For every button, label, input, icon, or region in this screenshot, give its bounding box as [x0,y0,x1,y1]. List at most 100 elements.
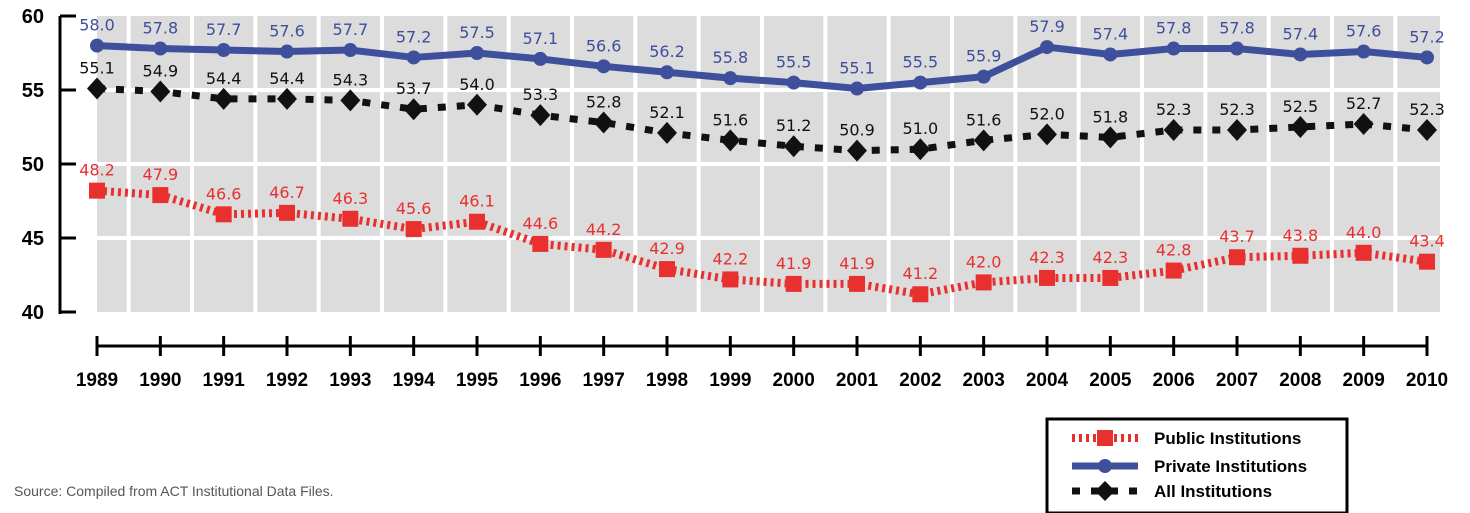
data-point [913,75,928,90]
data-point [403,98,424,121]
data-point [89,182,105,199]
data-point [720,129,741,152]
data-label: 57.9 [1029,17,1065,36]
data-label: 42.8 [1156,241,1192,260]
data-point [153,41,168,56]
y-tick-label: 45 [22,228,44,250]
data-label: 42.3 [1093,248,1129,267]
data-point [469,213,485,230]
x-tick-label: 1991 [203,370,246,391]
data-point [722,271,739,288]
data-point [1165,262,1182,279]
data-point [657,121,677,144]
data-label: 55.1 [79,59,115,78]
data-label: 51.0 [903,119,939,138]
x-tick-label: 2005 [1089,370,1132,391]
y-tick-label: 60 [22,6,44,28]
data-label: 42.3 [1029,248,1065,267]
data-point [1417,118,1437,141]
series-private-institutions: 58.0 57.8 57.7 57.6 57.7 57.2 57.5 57.1 56.6 56.2… [79,16,1445,96]
data-label: 46.3 [333,189,369,208]
data-point [280,44,294,59]
legend-label: All Institutions [1154,482,1272,501]
data-point [596,59,611,74]
series-public-institutions: 48.2 47.9 46.6 46.7 46.3 45.6 46.1 44.6 44.2 42.9… [79,161,1445,303]
data-label: 53.7 [396,79,432,98]
data-label: 55.1 [839,59,875,78]
y-tick-label: 55 [22,80,44,102]
data-point [213,87,234,110]
data-label: 57.6 [269,22,305,41]
data-point [1163,118,1184,141]
data-point [659,261,675,278]
x-tick-label: 1994 [393,370,436,391]
data-label: 54.9 [143,61,179,80]
data-label: 41.9 [839,254,875,273]
data-label: 48.2 [79,161,115,180]
data-point [1230,41,1244,56]
data-label: 52.3 [1409,100,1445,119]
data-label: 43.7 [1219,227,1255,246]
data-label: 54.4 [269,69,305,88]
data-point [87,77,107,100]
data-point [973,129,994,152]
data-point [1290,116,1311,138]
data-point [152,187,169,204]
data-label: 55.5 [903,53,939,72]
data-label: 46.6 [206,184,242,203]
data-label: 42.0 [966,252,1002,271]
data-point [593,111,614,134]
data-point [660,65,674,80]
data-point [910,138,931,161]
data-point [277,87,297,110]
data-point [847,139,867,162]
data-point [849,275,865,292]
data-label: 52.7 [1346,94,1382,113]
data-point [786,75,801,90]
x-tick-label: 1998 [646,370,688,391]
data-label: 57.7 [206,20,242,39]
data-label: 43.8 [1283,226,1319,245]
data-label: 41.9 [776,254,812,273]
x-tick-label: 1996 [519,370,561,391]
series-all-institutions: 55.1 54.9 54.4 54.4 54.3 53.7 54.0 53.3 52.8 52.1… [79,59,1445,162]
data-point [90,38,104,53]
data-label: 51.8 [1093,107,1129,126]
data-point [723,71,738,86]
data-label: 54.0 [459,75,495,94]
data-label: 54.4 [206,69,242,88]
data-label: 57.7 [333,20,369,39]
data-label: 52.1 [649,103,685,122]
data-label: 57.8 [1219,19,1255,38]
data-point [1229,249,1245,266]
data-label: 51.6 [966,110,1002,129]
x-tick-label: 2008 [1279,370,1321,391]
data-label: 57.4 [1093,24,1129,43]
data-label: 57.6 [1346,22,1382,41]
legend-marker [1098,459,1112,473]
data-point [405,221,422,238]
x-tick-label: 2001 [836,370,879,391]
data-point [279,204,295,221]
x-tick-label: 1992 [266,370,308,391]
data-label: 47.9 [143,165,179,184]
legend: Public Institutions Private Institutions A… [1045,417,1349,513]
data-point [532,235,549,252]
data-label: 41.2 [903,264,939,283]
data-point [1040,40,1054,55]
x-tick-label: 2004 [1026,370,1069,391]
data-point [595,241,612,258]
data-point [343,43,358,58]
data-point [1292,247,1309,264]
data-point [1102,269,1119,286]
x-tick-label: 1995 [456,370,499,391]
data-label: 51.6 [713,110,749,129]
data-point [1100,126,1121,149]
data-point [1420,50,1434,65]
data-label: 52.5 [1283,97,1319,116]
data-label: 58.0 [79,16,115,35]
data-point [340,89,361,112]
x-tick-label: 2002 [899,370,941,391]
data-label: 55.9 [966,47,1002,66]
data-label: 42.2 [713,249,749,268]
